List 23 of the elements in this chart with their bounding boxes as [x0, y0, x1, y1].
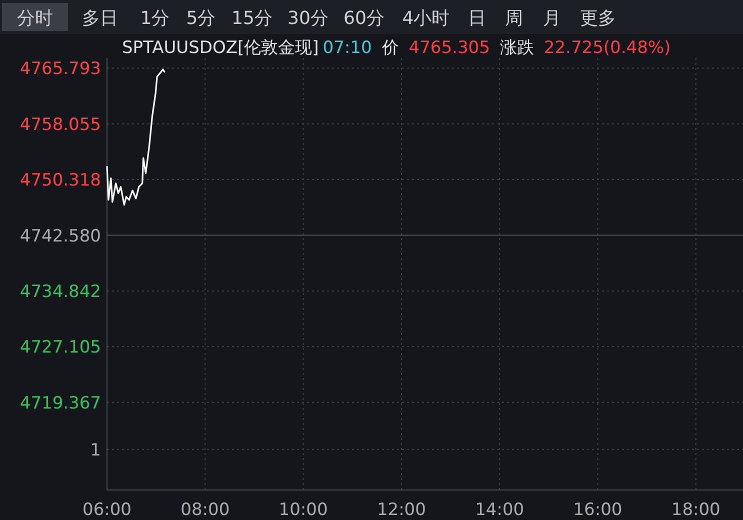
x-tick-label: 10:00 — [278, 500, 328, 520]
y-tick-label: 4719.367 — [20, 393, 101, 414]
annotation: 22.725(0.48%) — [544, 38, 671, 58]
y-tick-label: 4734.842 — [20, 282, 101, 302]
annotation: 07:10 — [322, 38, 372, 58]
line-series — [106, 68, 166, 206]
annotation: 4765.305 — [408, 38, 490, 58]
y-tick-label: 4765.793 — [20, 59, 101, 80]
y-tick-label: 4750.318 — [20, 170, 101, 191]
x-tick-label: 06:00 — [82, 500, 132, 520]
tab-bar: 分时 多日 1分 5分 15分 30分 60分 4小时 日 周 月 更多 — [0, 0, 743, 34]
x-tick-label: 16:00 — [573, 500, 622, 520]
x-tick-label: 12:00 — [376, 500, 426, 520]
y-tick-label: 4758.055 — [20, 114, 101, 135]
annotation: 价 — [380, 38, 399, 58]
x-tick-label: 14:00 — [475, 500, 524, 520]
y-tick-label: 4742.580 — [20, 226, 101, 246]
annotation: 涨跌 — [500, 38, 534, 58]
x-tick-label: 08:00 — [180, 500, 230, 520]
x-tick-label: 18:00 — [671, 500, 720, 520]
text: 1 — [90, 440, 101, 460]
y-tick-label: 4727.105 — [20, 338, 101, 358]
chart-title: SPTAUUSDOZ[伦敦金现] — [122, 38, 319, 58]
